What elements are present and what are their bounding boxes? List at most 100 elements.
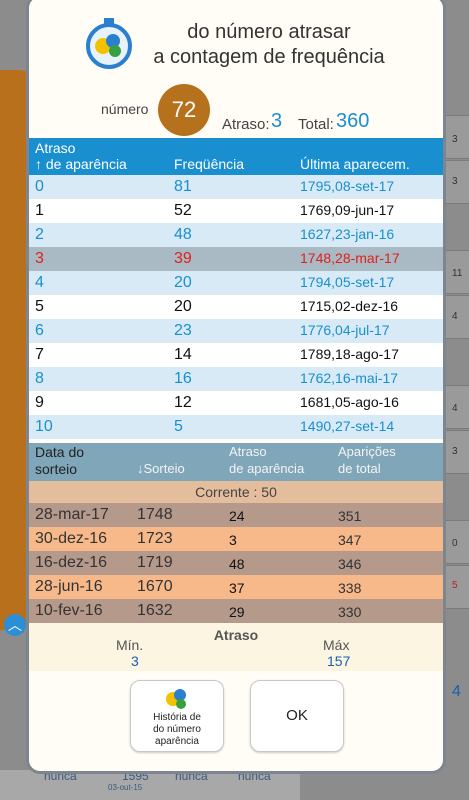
table-cell: 8	[35, 370, 44, 387]
table-cell: 1719	[137, 554, 173, 571]
table-cell: 37	[229, 580, 245, 596]
table-cell: 39	[174, 250, 192, 267]
current-label: Corrente : 50	[29, 481, 443, 503]
column-header: Aparições	[338, 444, 396, 459]
table-cell: 5	[174, 418, 183, 435]
draws-header	[29, 443, 443, 481]
table-row	[29, 199, 443, 223]
table-cell: 338	[338, 580, 362, 596]
delay-range-panel	[29, 623, 443, 671]
table-cell: 1769,09-jun-17	[300, 202, 395, 218]
table-cell: 12	[174, 394, 192, 411]
history-button[interactable]: História de do número aparência	[130, 680, 224, 752]
table-cell: 28-mar-17	[35, 506, 109, 523]
table-cell: 81	[174, 178, 192, 195]
table-cell: 24	[229, 508, 245, 524]
range-title: Atraso	[213, 627, 259, 643]
total-label: Total:	[298, 116, 334, 133]
history-line: do número	[153, 724, 201, 735]
table-row	[29, 223, 443, 247]
title-line: do número atrasar	[187, 21, 351, 43]
table-cell: 1762,16-mai-17	[300, 370, 399, 386]
table-cell: 23	[174, 322, 192, 339]
table-cell: 1748,28-mar-17	[300, 250, 400, 266]
column-header: Data do	[35, 444, 85, 460]
bg-side	[0, 70, 30, 630]
scroll-up-button[interactable]: ︿	[4, 614, 26, 636]
table-row	[29, 599, 443, 623]
bg-number: 0	[452, 538, 458, 549]
table-cell: 1795,08-set-17	[300, 178, 395, 194]
number-badge: 72	[158, 84, 210, 136]
table-cell: 1748	[137, 506, 173, 523]
table-cell: 20	[174, 274, 192, 291]
table-cell: 14	[174, 346, 192, 363]
table-cell: 10	[35, 418, 53, 435]
bg-number: 4	[452, 403, 458, 414]
table-cell: 1789,18-ago-17	[300, 346, 399, 362]
bg-bottom	[0, 770, 300, 800]
table-cell: 5	[35, 298, 44, 315]
table-cell: 1723	[137, 530, 173, 547]
table-cell: 347	[338, 532, 362, 548]
table-cell: 29	[229, 604, 245, 620]
total-value: 360	[336, 110, 370, 132]
table-cell: 52	[174, 202, 192, 219]
bg-number: 3	[452, 134, 458, 145]
title-line: a contagem de frequência	[153, 46, 385, 68]
column-header: ↑ de aparência	[35, 156, 127, 172]
table-cell: 1715,02-dez-16	[300, 298, 399, 314]
column-header: de total	[338, 461, 381, 476]
table-cell: 1632	[137, 602, 173, 619]
table-cell: 16-dez-16	[35, 554, 108, 571]
table-row	[29, 575, 443, 599]
delay-value: 3	[271, 110, 283, 132]
max-label: Máx	[323, 637, 350, 653]
table-row	[29, 295, 443, 319]
column-header: Atraso	[35, 140, 76, 156]
app-icon	[86, 18, 132, 69]
column-header: sorteio	[35, 461, 78, 477]
history-icon	[166, 689, 186, 709]
table-cell: 48	[229, 556, 245, 572]
ok-button[interactable]: OK	[250, 680, 344, 752]
table-cell: 3	[35, 250, 44, 267]
table-cell: 1490,27-set-14	[300, 418, 395, 434]
bg-number: 3	[452, 176, 458, 187]
table-row	[29, 175, 443, 199]
bg-number: 4	[452, 311, 458, 322]
column-header: Última aparecem.	[300, 156, 410, 172]
table-cell: 1681,05-ago-16	[300, 394, 399, 410]
table-row	[29, 343, 443, 367]
bg-number: 3	[452, 446, 458, 457]
table-cell: 1627,23-jan-16	[300, 226, 395, 242]
min-label: Mín.	[116, 637, 144, 653]
table-cell: 351	[338, 508, 362, 524]
table-cell: 7	[35, 346, 44, 363]
table-row	[29, 391, 443, 415]
table-row	[29, 415, 443, 439]
table-cell: 4	[35, 274, 44, 291]
bg-number: 5	[452, 580, 458, 591]
table-row	[29, 527, 443, 551]
table-row	[29, 271, 443, 295]
bg-number: 11	[452, 268, 463, 279]
history-line: aparência	[155, 736, 199, 747]
table-row	[29, 319, 443, 343]
table-row	[29, 367, 443, 391]
max-value: 157	[327, 653, 351, 669]
table-cell: 6	[35, 322, 44, 339]
column-header: ↓Sorteio	[137, 461, 185, 476]
table-cell: 1	[35, 202, 44, 219]
table-cell: 9	[35, 394, 44, 411]
table-cell: 10-fev-16	[35, 602, 103, 619]
table-row	[29, 247, 443, 271]
table-cell: 3	[229, 532, 237, 548]
table-cell: 30-dez-16	[35, 530, 108, 547]
column-header: Atraso	[229, 444, 267, 459]
frequency-header	[29, 138, 443, 175]
dialog: do número atrasar a contagem de frequênc…	[26, 0, 446, 774]
column-header: Freqüência	[174, 156, 245, 172]
table-cell: 330	[338, 604, 362, 620]
